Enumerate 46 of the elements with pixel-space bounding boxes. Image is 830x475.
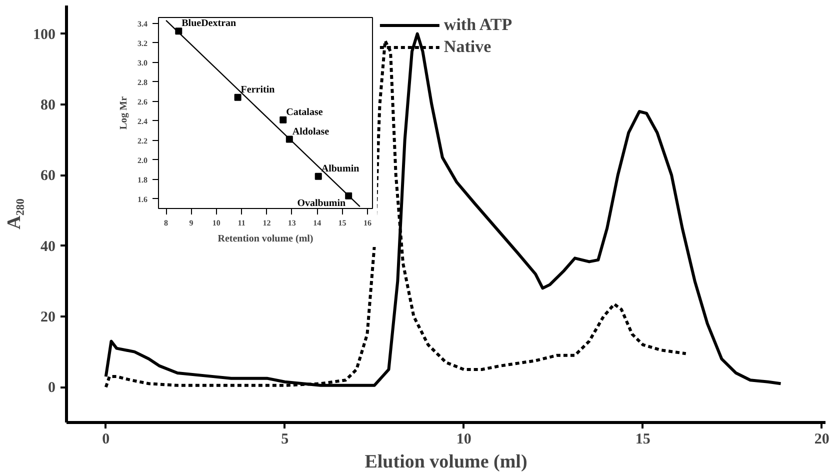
y-tick-label: 40 [40,238,56,255]
annotation: BlueDextran [182,18,237,30]
x-tick-label: 14 [313,218,322,228]
y-tick-label: 80 [40,97,56,114]
annotation: Catalase [286,106,324,118]
y-tick-label: 60 [40,168,56,184]
x-tick-label: 11 [238,218,246,228]
point [280,116,287,124]
annotation: Albumin [321,163,360,174]
x-tick-label: 16 [363,218,372,228]
annotation: Aldolase [292,126,330,138]
annotation: Ovalbumin [297,198,346,209]
y-tick-label: 20 [40,309,56,326]
x-tick-label: 12 [262,218,271,228]
x-tick-label: 8 [164,218,168,228]
y-tick-label: 2.4 [138,116,148,126]
y-tick-label: 1.6 [138,194,148,204]
y-tick-label: 3.0 [138,58,148,68]
y-tick-label: 1.8 [138,175,148,184]
y-tick-label: 2.0 [138,156,148,165]
x-axis-title: Elution volume (ml) [364,452,528,472]
x-tick-label: 10 [456,432,472,448]
y-tick-label: 2.8 [138,78,148,87]
annotation: Ferritin [240,84,276,96]
x-tick-label: 20 [814,432,830,448]
legend-label: with ATP [444,15,512,35]
x-tick-label: 15 [635,432,650,448]
y-axis-title: A₂₈₀ [4,198,25,230]
point [234,94,242,101]
x-tick-label: 0 [102,432,110,448]
x-tick-label: 13 [288,218,296,228]
x-tick-label: 15 [338,218,346,228]
x-axis-title: Retention volume (ml) [218,234,314,244]
y-axis-title: Log Mr [118,96,130,130]
x-tick-label: 10 [212,218,220,228]
x-tick-label: 9 [189,218,194,228]
y-tick-label: 3.2 [138,38,148,48]
y-tick-label: 2.2 [138,136,148,146]
y-tick-label: 100 [33,26,56,43]
y-tick-label: 2.6 [138,97,148,106]
point [314,172,322,180]
y-tick-label: 0 [48,380,56,396]
legend-label: Native [444,37,492,57]
x-tick-label: 5 [281,432,289,448]
y-tick-label: 3.4 [138,19,148,28]
line-series [104,32,782,387]
